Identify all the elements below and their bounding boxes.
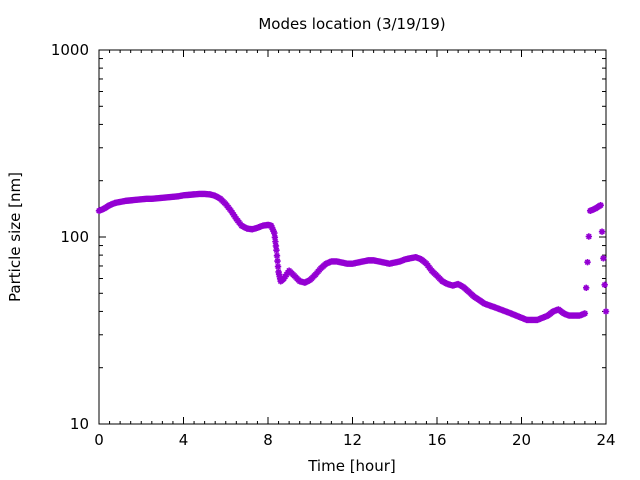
data-point	[273, 246, 280, 254]
y-tick-label: 10	[70, 415, 89, 433]
data-point	[581, 310, 589, 317]
data-point	[271, 234, 279, 241]
chart-title: Modes location (3/19/19)	[258, 15, 445, 33]
y-axis-label: Particle size [nm]	[6, 172, 24, 302]
data-point	[271, 229, 278, 237]
data-point	[585, 233, 593, 240]
x-tick-label: 24	[596, 431, 615, 449]
x-axis-label: Time [hour]	[307, 457, 396, 475]
data-point	[582, 284, 590, 292]
data-point	[272, 238, 279, 245]
data-series	[95, 190, 610, 324]
x-tick-label: 12	[343, 431, 362, 449]
data-point	[584, 258, 591, 266]
data-point	[274, 257, 281, 265]
x-tick-label: 0	[94, 431, 104, 449]
data-point	[598, 228, 606, 235]
x-tick-label: 20	[512, 431, 531, 449]
y-tick-label: 1000	[51, 41, 89, 59]
x-axis: 0 4 8 12 16 20 24	[94, 50, 616, 449]
data-point	[601, 281, 608, 289]
data-point	[600, 255, 607, 262]
x-tick-label: 8	[263, 431, 273, 449]
plot-area	[98, 49, 607, 425]
x-tick-label: 16	[427, 431, 446, 449]
data-point	[602, 308, 610, 315]
y-tick-label: 100	[60, 228, 89, 246]
y-axis: 10 100 1000	[51, 41, 606, 433]
data-point	[272, 242, 280, 250]
plot-border	[98, 49, 607, 425]
data-point	[597, 201, 604, 209]
data-point	[274, 263, 282, 270]
data-point	[273, 252, 281, 259]
x-tick-label: 4	[179, 431, 189, 449]
